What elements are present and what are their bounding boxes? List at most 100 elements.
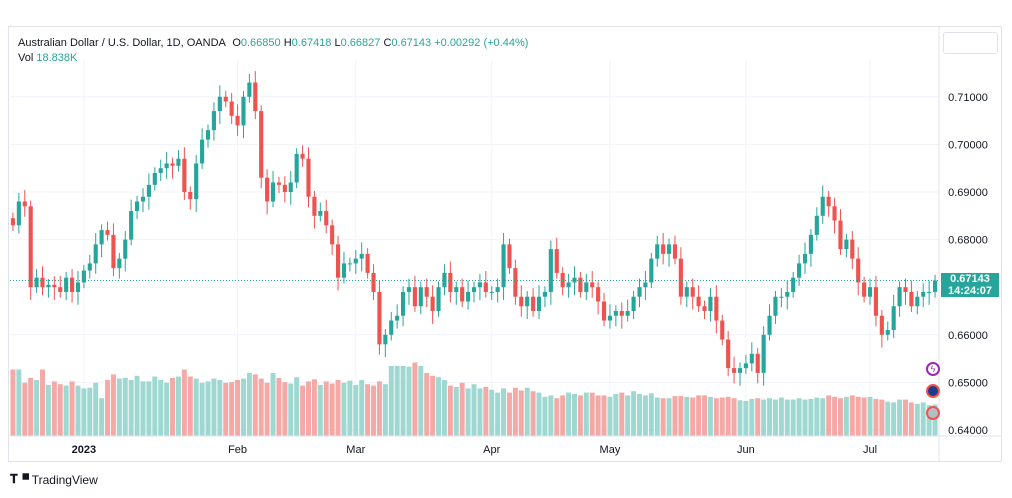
candle-body [259, 111, 264, 178]
candle-body [58, 287, 63, 292]
candle-body [324, 211, 329, 226]
candle-body [856, 258, 861, 283]
candle-body [235, 115, 240, 126]
volume-bar [501, 388, 507, 436]
volume-bar [548, 395, 554, 436]
volume-bar [583, 392, 589, 436]
volume-bar [861, 397, 867, 436]
volume-bar [436, 377, 442, 436]
candle-body [265, 177, 270, 202]
candle-body [897, 287, 902, 307]
volume-bar [134, 375, 140, 436]
volume-bar [666, 398, 672, 436]
candle-body [927, 291, 932, 293]
volume-bar [311, 379, 317, 436]
volume-bar [264, 382, 270, 436]
volume-bar [897, 399, 903, 436]
volume-bar [105, 380, 111, 436]
price-axis[interactable]: 0.710000.700000.690000.680000.670000.660… [8, 27, 1001, 461]
time-tick-label: Mar [346, 444, 365, 456]
volume-bar [63, 385, 69, 436]
volume-bar [607, 396, 613, 436]
price-tick-label: 0.65000 [948, 377, 988, 389]
volume-bar [205, 381, 211, 436]
candle-body [353, 258, 358, 264]
candle-body [401, 291, 406, 316]
candle-body [466, 291, 471, 302]
candle-body [471, 287, 477, 292]
time-tick-label: Jun [737, 444, 755, 456]
volume-bar [453, 387, 459, 436]
price-axis-settings-box[interactable] [943, 32, 998, 54]
volume-bar [69, 381, 75, 436]
tradingview-brand[interactable]: 𝐓▘ TradingView [10, 472, 98, 487]
volume-bar [187, 376, 193, 436]
candle-body [436, 287, 441, 311]
candle-body [678, 258, 683, 297]
candle-body [306, 158, 311, 197]
volume-bar [560, 395, 566, 436]
candle-body [406, 287, 412, 292]
volume-bar [447, 385, 453, 436]
candle-body [519, 296, 524, 307]
candle-body [720, 320, 725, 340]
candle-body [554, 249, 559, 273]
volume-bar [696, 395, 702, 436]
time-axis[interactable]: 2023 Feb Mar Apr May Jun Jul [72, 444, 877, 456]
chart-frame [8, 26, 1002, 462]
candle-body [146, 184, 151, 197]
volume-bar [400, 366, 406, 436]
volume-bar [99, 398, 105, 436]
candle-body [909, 291, 914, 307]
volume-bar [589, 392, 595, 436]
candle-body [661, 244, 666, 254]
candle-body [194, 163, 199, 200]
volume-bar [323, 381, 329, 436]
volume-bar [518, 390, 524, 436]
lightning-event-icon[interactable]: ϟ [926, 362, 940, 376]
candle-body [483, 282, 488, 292]
volume-bar [920, 402, 926, 436]
volume-bar [908, 402, 914, 436]
volume-bar [40, 369, 45, 436]
volume-bar [359, 380, 365, 436]
volume-bar [873, 398, 879, 436]
candle-body [52, 284, 57, 288]
candle-body [743, 363, 748, 369]
volume-bar [725, 396, 731, 436]
volume-bar [412, 362, 418, 436]
volume-bar [772, 399, 778, 436]
candle-body [820, 196, 825, 216]
candle-body [578, 277, 583, 292]
us-flag-icon[interactable] [926, 406, 940, 420]
volume-bar [276, 377, 282, 436]
volume-bar [489, 389, 495, 436]
volume-bar [471, 384, 477, 436]
volume-bar [10, 369, 16, 436]
candle-body [531, 296, 536, 311]
bar-countdown: 14:24:07 [947, 284, 993, 297]
volume-bar [477, 388, 483, 436]
candle-body [347, 263, 352, 265]
high-label: H [283, 37, 292, 49]
candle-body [761, 334, 766, 373]
candle-body [749, 353, 754, 364]
volume-bar [164, 382, 170, 436]
candle-body [797, 263, 802, 278]
close-value: 0.67143 [391, 37, 432, 49]
grid-lines [10, 60, 939, 436]
candle-body [81, 270, 86, 283]
candle-body [359, 253, 364, 259]
candle-body [69, 277, 75, 292]
candle-body [241, 96, 246, 126]
candle-body [791, 277, 796, 292]
australia-flag-icon[interactable] [926, 384, 940, 398]
volume-bar [914, 403, 920, 436]
volume-bar [441, 380, 447, 436]
volume-bar [229, 382, 235, 436]
candle-body [767, 315, 772, 335]
volume-bar [702, 395, 708, 436]
volume-bar [288, 383, 294, 436]
volume-bar [542, 396, 548, 436]
